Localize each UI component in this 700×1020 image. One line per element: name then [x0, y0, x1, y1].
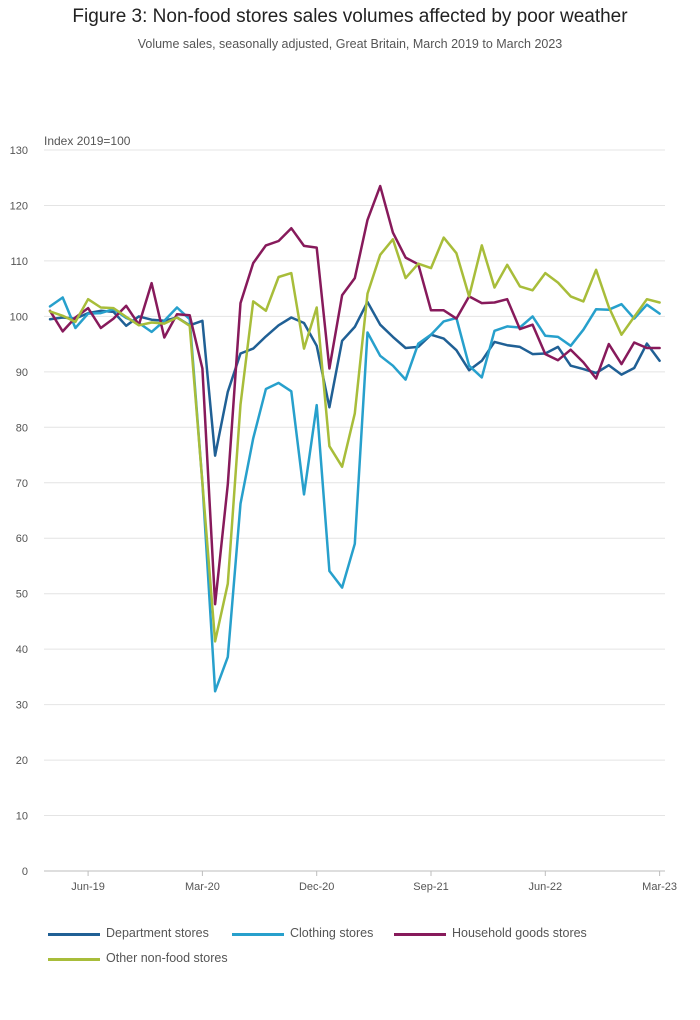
legend-label: Clothing stores [290, 926, 374, 940]
y-tick-label: 90 [16, 367, 28, 379]
legend-swatch [394, 933, 446, 936]
x-tick-label: Mar-23 [642, 881, 677, 893]
chart-title: Figure 3: Non-food stores sales volumes … [72, 6, 628, 27]
legend-label: Department stores [106, 926, 209, 940]
line-chart: 0 10 20 30 40 50 60 70 80 90 100 110 120 130 Index 201… [10, 134, 677, 893]
legend-swatch [48, 933, 100, 936]
series-line-department-stores [48, 300, 661, 457]
y-tick-label: 130 [10, 145, 28, 157]
y-axis-unit-label: Index 2019=100 [44, 134, 131, 148]
legend-swatch [232, 933, 284, 936]
legend-label: Household goods stores [452, 926, 587, 940]
x-tick-label: Sep-21 [413, 881, 448, 893]
y-tick-label: 110 [10, 256, 28, 268]
series-line-other-non-food-stores [48, 236, 661, 643]
series-line-household-goods-stores [48, 184, 661, 606]
y-tick-label: 60 [16, 533, 28, 545]
y-tick-label: 120 [10, 200, 28, 212]
series-line-clothing-stores [48, 296, 661, 693]
y-tick-label: 50 [16, 589, 28, 601]
x-tick-label: Mar-20 [185, 881, 220, 893]
y-tick-label: 80 [16, 422, 28, 434]
y-tick-label: 30 [16, 700, 28, 712]
x-tick-label: Jun-19 [71, 881, 105, 893]
x-tick-label: Jun-22 [528, 881, 562, 893]
y-tick-label: 70 [16, 478, 28, 490]
y-tick-label: 20 [16, 755, 28, 767]
legend-label: Other non-food stores [106, 951, 228, 965]
y-tick-label: 0 [22, 866, 28, 878]
y-tick-label: 100 [10, 311, 28, 323]
legend-swatch [48, 958, 100, 961]
y-tick-label: 40 [16, 644, 28, 656]
x-tick-label: Dec-20 [299, 881, 334, 893]
y-tick-label: 10 [16, 811, 28, 823]
chart-subtitle: Volume sales, seasonally adjusted, Great… [137, 37, 563, 51]
